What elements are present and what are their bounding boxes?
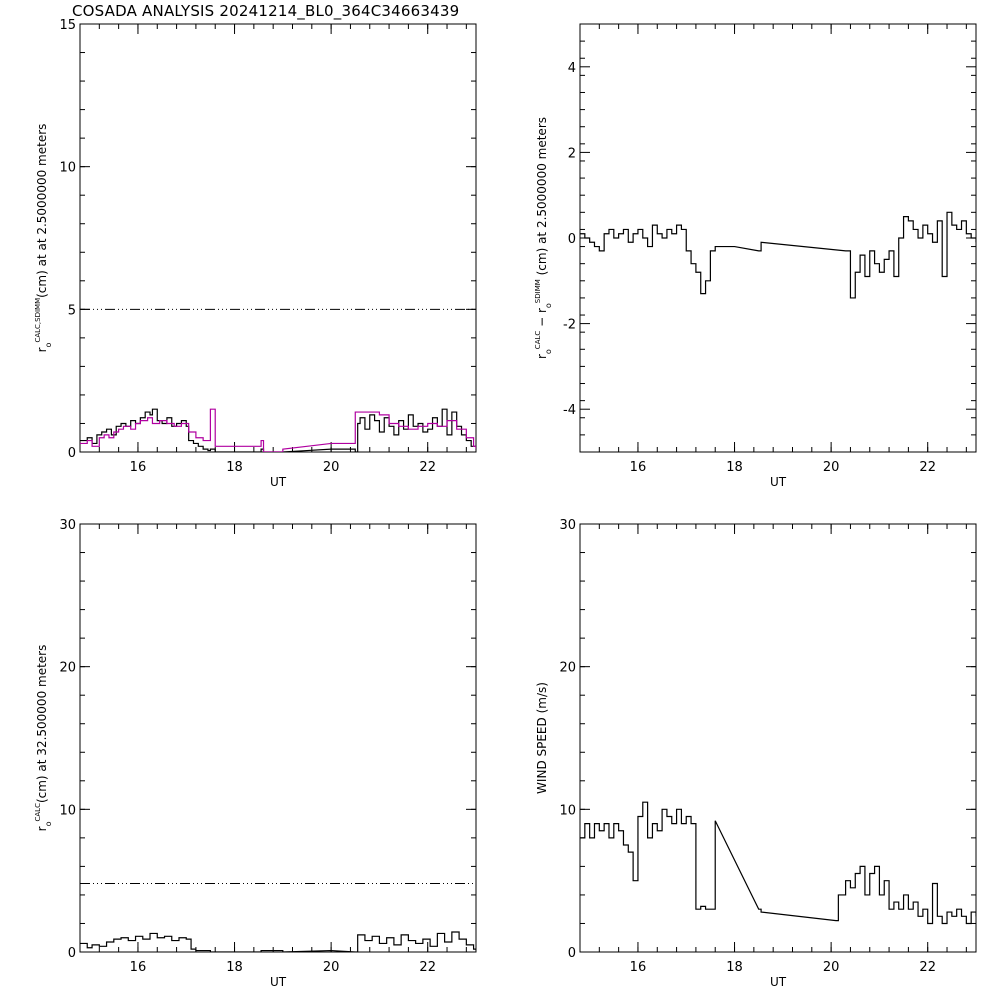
y-tick-label: 0 [68, 946, 76, 961]
x-tick-label: 22 [919, 960, 936, 975]
y-label-base: r [535, 354, 549, 359]
y-tick-label: 15 [59, 18, 76, 33]
x-tick-label: 16 [130, 460, 147, 475]
chart-panel-3: 16 18 20 22 UT 0 10 20 30 roCALC(cm) at 32.500000… [34, 518, 477, 989]
x-axis: 16 18 20 22 UT [79, 524, 467, 989]
x-tick-label: 22 [419, 460, 436, 475]
y-label-base: r [35, 347, 49, 352]
y-label-sub: o [44, 342, 53, 347]
y-axis: 0 10 20 30 roCALC(cm) at 32.500000 meters [34, 518, 476, 961]
y-label-sup: SDIMM [534, 279, 542, 303]
x-axis: 16 18 20 22 UT [79, 24, 467, 489]
x-axis-label: UT [270, 475, 287, 489]
y-axis-label: roCALC(cm) at 32.500000 meters [34, 645, 53, 832]
series-line-2 [80, 408, 476, 452]
y-tick-label: 30 [559, 518, 576, 533]
y-tick-label: 4 [568, 61, 576, 76]
y-tick-label: -2 [563, 318, 576, 333]
y-tick-label: 0 [68, 446, 76, 461]
y-label-sub: o [544, 349, 553, 354]
y-axis-label: roCALC,SDIMM(cm) at at 2.5000000 meters [34, 124, 53, 353]
y-label-sup: CALC,SDIMM [34, 298, 42, 343]
x-axis: 16 18 20 22 UT [579, 524, 967, 989]
y-tick-label: 0 [568, 232, 576, 247]
x-axis: 16 18 20 22 UT [579, 24, 967, 489]
y-label-rest: (cm) at at 2.5000000 meters [35, 124, 49, 298]
chart-panel-4: 16 18 20 22 UT 0 10 20 30 WIND SPEED (m/s) [535, 518, 977, 989]
x-axis-label: UT [270, 975, 287, 989]
y-label-sup: CALC [534, 331, 542, 350]
y-axis-label: roCALC − roSDIMM (cm) at 2.5000000 meter… [534, 117, 553, 359]
y-tick-label: 10 [59, 161, 76, 176]
y-label-sub: o [544, 303, 553, 308]
y-tick-label: 30 [59, 518, 76, 533]
x-axis-label: UT [770, 975, 787, 989]
series-line-1 [80, 408, 476, 452]
x-tick-label: 22 [919, 460, 936, 475]
x-tick-label: 20 [323, 960, 340, 975]
x-tick-label: 18 [226, 960, 243, 975]
y-tick-label: 0 [568, 946, 576, 961]
x-tick-label: 22 [419, 960, 436, 975]
y-label-rest: (cm) at 32.500000 meters [35, 645, 49, 803]
x-tick-label: 18 [226, 460, 243, 475]
plot-frame [579, 23, 977, 453]
y-label-base: WIND SPEED (m/s) [535, 682, 549, 794]
x-tick-label: 16 [630, 460, 647, 475]
x-tick-label: 16 [630, 960, 647, 975]
x-tick-label: 18 [726, 960, 743, 975]
x-tick-label: 20 [323, 460, 340, 475]
series-line-1 [580, 211, 976, 299]
series-line-1 [580, 801, 976, 925]
x-tick-label: 18 [726, 460, 743, 475]
y-tick-label: 2 [568, 146, 576, 161]
plot-frame [579, 523, 977, 953]
y-tick-label: 20 [559, 661, 576, 676]
y-label-rest: (cm) at 2.5000000 meters [535, 117, 549, 279]
x-tick-label: 20 [823, 960, 840, 975]
y-tick-label: 10 [559, 803, 576, 818]
x-axis-label: UT [770, 475, 787, 489]
x-tick-label: 16 [130, 960, 147, 975]
y-label-sup: CALC [34, 803, 42, 822]
y-axis-label: WIND SPEED (m/s) [535, 682, 549, 794]
figure-title: COSADA ANALYSIS 20241214_BL0_364C3466343… [72, 2, 460, 20]
x-tick-label: 20 [823, 460, 840, 475]
y-label-base: r [35, 826, 49, 831]
y-tick-label: 10 [59, 803, 76, 818]
y-axis: 0 10 20 30 WIND SPEED (m/s) [535, 518, 976, 961]
y-tick-label: 5 [68, 303, 76, 318]
plot-frame [79, 23, 477, 453]
y-label-sub: o [44, 821, 53, 826]
y-label-mid: − r [535, 308, 549, 331]
y-axis: 0 5 10 15 roCALC,SDIMM(cm) at at 2.5000000 m… [34, 18, 476, 461]
series-line-1 [80, 931, 476, 952]
chart-panel-1: 16 18 20 22 UT 0 5 10 15 roCALC,SDIMM(cm) at at 2… [34, 18, 477, 489]
y-tick-label: 20 [59, 661, 76, 676]
plot-frame [79, 523, 477, 953]
y-tick-label: -4 [563, 403, 576, 418]
